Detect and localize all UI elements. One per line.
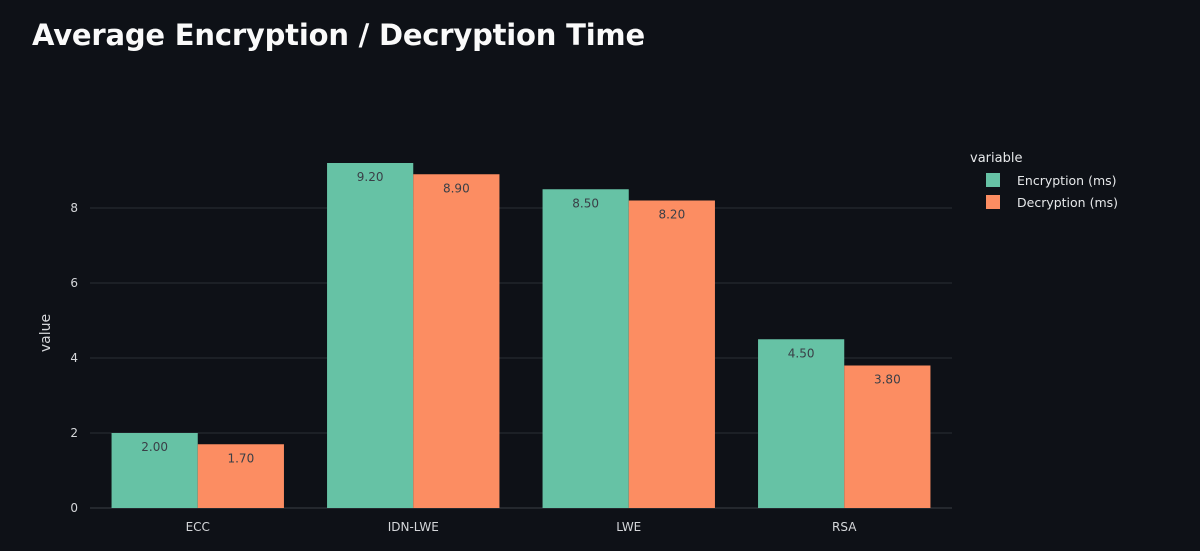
y-tick-label: 8 bbox=[70, 201, 78, 215]
x-tick-label: ECC bbox=[186, 520, 210, 534]
legend-swatch-decryption bbox=[986, 195, 1000, 209]
bar-lwe-encryption[interactable]: 8.50 bbox=[542, 189, 629, 508]
bar-rsa-decryption[interactable]: 3.80 bbox=[844, 365, 931, 509]
bar-rect bbox=[758, 339, 845, 508]
legend-label-encryption: Encryption (ms) bbox=[1017, 173, 1117, 188]
x-tick-label: IDN-LWE bbox=[388, 520, 439, 534]
bar-rect bbox=[542, 189, 629, 508]
bar-ecc-encryption[interactable]: 2.00 bbox=[111, 433, 198, 508]
bar-value-label: 2.00 bbox=[141, 440, 168, 454]
bar-rsa-encryption[interactable]: 4.50 bbox=[758, 339, 845, 508]
bar-rect bbox=[327, 163, 414, 508]
legend-item-decryption[interactable]: Decryption (ms) bbox=[986, 195, 1118, 210]
bar-rect bbox=[844, 365, 931, 508]
y-tick-label: 6 bbox=[70, 276, 78, 290]
x-tick-label: LWE bbox=[616, 520, 641, 534]
bar-value-label: 8.20 bbox=[658, 208, 685, 222]
bar-rect bbox=[628, 200, 715, 508]
bar-rect bbox=[111, 433, 198, 508]
legend-swatch-encryption bbox=[986, 173, 1000, 187]
chart-title: Average Encryption / Decryption Time bbox=[32, 18, 645, 52]
y-tick-label: 0 bbox=[70, 501, 78, 515]
bar-rect bbox=[197, 444, 284, 508]
bar-lwe-decryption[interactable]: 8.20 bbox=[628, 200, 715, 509]
bar-ecc-decryption[interactable]: 1.70 bbox=[197, 444, 284, 508]
y-tick-label: 2 bbox=[70, 426, 78, 440]
legend-label-decryption: Decryption (ms) bbox=[1017, 195, 1118, 210]
legend: variable Encryption (ms) Decryption (ms) bbox=[970, 151, 1118, 210]
bar-value-label: 8.50 bbox=[572, 196, 599, 210]
bar-value-label: 4.50 bbox=[788, 346, 815, 360]
bar-value-label: 1.70 bbox=[227, 451, 254, 465]
y-axis-title: value bbox=[38, 314, 54, 352]
bar-value-label: 8.90 bbox=[443, 181, 470, 195]
y-tick-label: 4 bbox=[70, 351, 78, 365]
legend-item-encryption[interactable]: Encryption (ms) bbox=[986, 173, 1117, 188]
bar-idn-lwe-decryption[interactable]: 8.90 bbox=[413, 174, 500, 508]
legend-title: variable bbox=[970, 151, 1022, 166]
y-axis-ticks: 0 2 4 6 8 bbox=[70, 201, 78, 515]
bar-rect bbox=[413, 174, 500, 508]
x-tick-label: RSA bbox=[832, 520, 857, 534]
bars: 2.00 1.70 9.20 8.90 8.50 8.20 4.50 3.80 bbox=[111, 163, 931, 509]
x-axis-ticks: ECC IDN-LWE LWE RSA bbox=[186, 520, 858, 534]
bar-idn-lwe-encryption[interactable]: 9.20 bbox=[327, 163, 414, 508]
bar-value-label: 3.80 bbox=[874, 373, 901, 387]
bar-value-label: 9.20 bbox=[357, 170, 384, 184]
